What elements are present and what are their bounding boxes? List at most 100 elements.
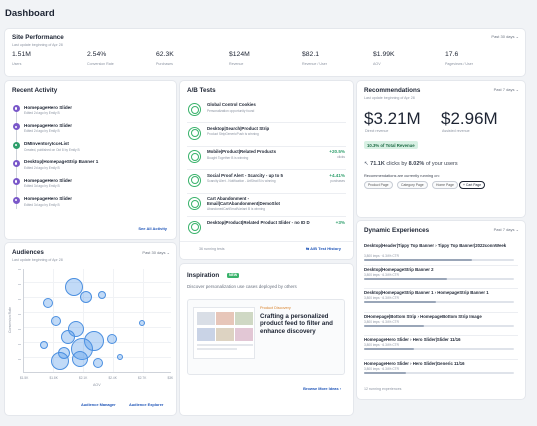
ab-test-lift-metric: purchases <box>330 178 345 183</box>
audience-bubble[interactable] <box>61 330 75 344</box>
activity-item-meta: Edited 2d ago by Emily B <box>24 111 60 115</box>
activity-status-icon <box>12 178 20 186</box>
site-performance-subtitle: Last update beginning of Apr 28 <box>12 42 63 47</box>
audiences-range-select[interactable]: Past 30 days ⌄ <box>142 250 170 255</box>
recommendations-subtitle: Last update beginning of Apr 28 <box>364 95 415 100</box>
activity-item-name[interactable]: DMInventoryIcceList <box>24 141 69 147</box>
audience-bubble[interactable] <box>139 320 145 326</box>
assisted-revenue-label: Assisted revenue <box>442 129 470 133</box>
activity-item-meta: Edited 2d ago by Emily B <box>24 129 60 134</box>
audience-bubble[interactable] <box>107 334 117 344</box>
audience-manager-link[interactable]: Audience Manager <box>81 402 116 407</box>
metric-label: AOV <box>373 62 381 66</box>
dynamic-experience-name[interactable]: Desktop|HomepageStrip Banner 1 › Homepag… <box>364 290 489 295</box>
activity-item-name[interactable]: HomepageHero Slider <box>24 177 72 183</box>
see-all-activity-link[interactable]: See All Activity <box>138 226 167 231</box>
new-badge: NEW <box>227 272 240 279</box>
dynamic-experience-bar-fill <box>364 324 424 327</box>
ab-tests-card: A/B Tests Global Control Cookies Personal… <box>180 81 353 259</box>
dynamic-experience-bar <box>364 259 514 261</box>
page-type-pill[interactable]: Product Page <box>364 181 393 189</box>
dynamic-experience-meta: 3,800 imps · 6.34% CTR <box>364 254 399 258</box>
audience-bubble[interactable] <box>93 358 103 368</box>
ab-test-divider <box>187 192 346 194</box>
dynamic-experience-name[interactable]: Desktop|HomepageStrip Banner 2 <box>364 266 434 272</box>
cursor-icon: ↖ <box>364 161 369 167</box>
activity-item-name[interactable]: HomepageHero Slider <box>24 104 72 110</box>
audience-bubble[interactable] <box>72 351 88 367</box>
recent-activity-card: Recent Activity HomepageHero Slider Edite… <box>5 81 176 239</box>
metric-label: Revenue / User <box>302 62 327 66</box>
dynamic-experience-bar <box>364 301 514 303</box>
ab-test-history-button[interactable]: ⇆ A/B Test History <box>305 246 341 251</box>
audiences-card: Audiences Last update beginning of Apr 2… <box>5 243 176 415</box>
ab-test-name[interactable]: Social Proof Alert - Scarcity - up to 5 <box>207 172 283 178</box>
activity-status-icon <box>12 159 20 167</box>
use-case-headline: Crafting a personalized product feed to … <box>260 313 333 335</box>
dynamic-experience-name[interactable]: HomepageHero Slider › Hero Slider|Generi… <box>364 360 465 366</box>
product-feed-preview-image <box>193 307 255 359</box>
metric-label: Revenue <box>229 62 244 66</box>
site-performance-range-select[interactable]: Past 30 days ⌄ <box>491 34 519 39</box>
dynamic-experience-name[interactable]: DHomepage|Bottom Strip › HomepageBottom … <box>364 313 482 319</box>
page-type-pill[interactable]: Category Page <box>397 181 428 189</box>
y-tick-mark <box>18 344 21 345</box>
audience-bubble[interactable] <box>98 291 106 299</box>
x-tick-label: $3K <box>167 376 174 380</box>
recommendations-title: Recommendations <box>364 87 421 94</box>
ab-test-status-icon <box>188 150 201 163</box>
dynamic-experience-bar <box>364 371 514 374</box>
cart-page-pill[interactable]: + Cart Page <box>459 181 486 189</box>
audience-explorer-link[interactable]: Audience Explorer <box>129 402 164 407</box>
metric-value: $82.1 <box>302 51 320 58</box>
dynamic-experiences-title: Dynamic Experiences <box>364 227 430 234</box>
use-case-tag: Product Discovery <box>260 306 291 310</box>
activity-status-icon <box>12 105 20 112</box>
page-type-pill[interactable]: Home Page <box>432 181 458 189</box>
metric-value: 1.51M <box>12 51 31 58</box>
ab-test-name[interactable]: Global Control Cookies <box>207 102 256 107</box>
inspiration-title: Inspiration <box>187 272 220 279</box>
audience-bubble[interactable] <box>80 291 92 303</box>
activity-item-name[interactable]: HomepageHero Slider <box>24 122 72 128</box>
inspiration-feature-card[interactable]: Product Discovery Crafting a personalize… <box>187 299 345 375</box>
x-tick-label: $1.8K <box>49 376 58 380</box>
ab-test-name[interactable]: Desktop|Search|Product Strip <box>207 125 270 131</box>
browse-more-ideas-link[interactable]: Browse More Ideas › <box>303 386 341 391</box>
activity-item-meta: Created, published on Oct 8 by Emily B <box>24 147 80 152</box>
activity-item-name[interactable]: Desktop|HomepageStrip Banner 1 <box>24 159 99 165</box>
direct-revenue-value: $3.21M <box>364 109 421 128</box>
dynamic-experience-meta: 3,800 imps · 6.34% CTR <box>364 366 399 371</box>
audiences-subtitle: Last update beginning of Apr 28 <box>12 257 63 262</box>
dynamic-experience-name[interactable]: Desktop|Header|Tippy Top Banner › Tippy … <box>364 243 507 248</box>
x-tick-label: $2.1K <box>79 376 88 380</box>
dynamic-experience-meta: 3,800 imps · 6.34% CTR <box>364 272 399 277</box>
y-tick-mark <box>18 314 21 315</box>
recommendations-range-select[interactable]: Past 7 days ⌄ <box>493 87 519 92</box>
ab-test-lift: +3% <box>335 219 345 225</box>
activity-item-name[interactable]: HomepageHero Slider <box>24 196 72 201</box>
ab-test-name[interactable]: Cart Abandonment - Email|CartAbandonment… <box>207 196 280 207</box>
ab-test-meta: Personalization opportunity found <box>207 108 255 113</box>
audience-bubble[interactable] <box>51 316 61 326</box>
ab-test-name[interactable]: Mobile|Product|Related Products <box>207 149 277 154</box>
running-experiences-count: 12 running experiences <box>364 387 402 391</box>
dynamic-experience-bar <box>364 348 514 350</box>
dynamic-divider <box>364 358 518 360</box>
audience-bubble[interactable] <box>117 354 123 360</box>
dynamic-range-select[interactable]: Past 7 days ⌄ <box>493 227 519 232</box>
audience-bubble[interactable] <box>43 298 53 308</box>
ab-test-meta: AbandonedCartEmailVariant B is winning <box>207 207 266 211</box>
ab-test-lift: +20.5% <box>329 149 345 154</box>
audience-bubble[interactable] <box>51 352 69 370</box>
dynamic-experience-name[interactable]: HomepageHero Slider › Hero Slider|Slider… <box>364 337 461 342</box>
audience-bubble[interactable] <box>40 341 48 349</box>
dynamic-experience-bar-fill <box>364 371 406 374</box>
x-axis-label: AOV <box>93 383 101 387</box>
dynamic-divider <box>364 335 518 336</box>
audience-bubble[interactable] <box>65 278 83 296</box>
ab-test-name[interactable]: Desktop|Product|Related Product Slider -… <box>207 219 310 225</box>
metric-value: 17.6 <box>445 51 459 58</box>
y-tick-mark <box>18 329 21 330</box>
ab-test-divider <box>187 145 346 147</box>
